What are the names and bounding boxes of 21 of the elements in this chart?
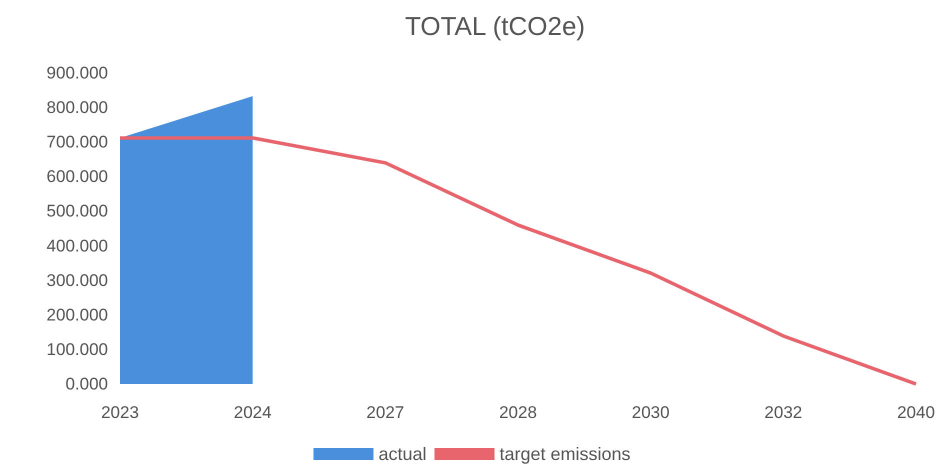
- y-tick-label: 100.000: [46, 340, 108, 359]
- x-tick-label: 2027: [366, 403, 404, 422]
- legend-label: target emissions: [499, 444, 631, 464]
- y-tick-label: 800.000: [46, 98, 108, 118]
- y-tick-label: 200.000: [46, 305, 108, 324]
- x-tick-label: 2030: [632, 403, 670, 422]
- y-tick-label: 900.000: [46, 64, 108, 82]
- x-tick-label: 2032: [764, 403, 802, 422]
- x-tick-label: 2023: [101, 403, 139, 422]
- y-tick-label: 600.000: [46, 167, 108, 186]
- x-tick-label: 2028: [499, 403, 537, 422]
- y-tick-label: 400.000: [46, 236, 108, 256]
- y-tick-label: 700.000: [46, 132, 108, 152]
- x-tick-label: 2024: [234, 403, 272, 422]
- chart-title: TOTAL (tCO2e): [404, 11, 586, 41]
- legend-label: actual: [378, 444, 427, 464]
- y-tick-label: 300.000: [46, 270, 108, 290]
- y-tick-label: 500.000: [46, 202, 108, 221]
- x-tick-label: 2040: [897, 403, 935, 422]
- y-tick-label: 0.000: [65, 374, 108, 394]
- line-series: [118, 136, 918, 386]
